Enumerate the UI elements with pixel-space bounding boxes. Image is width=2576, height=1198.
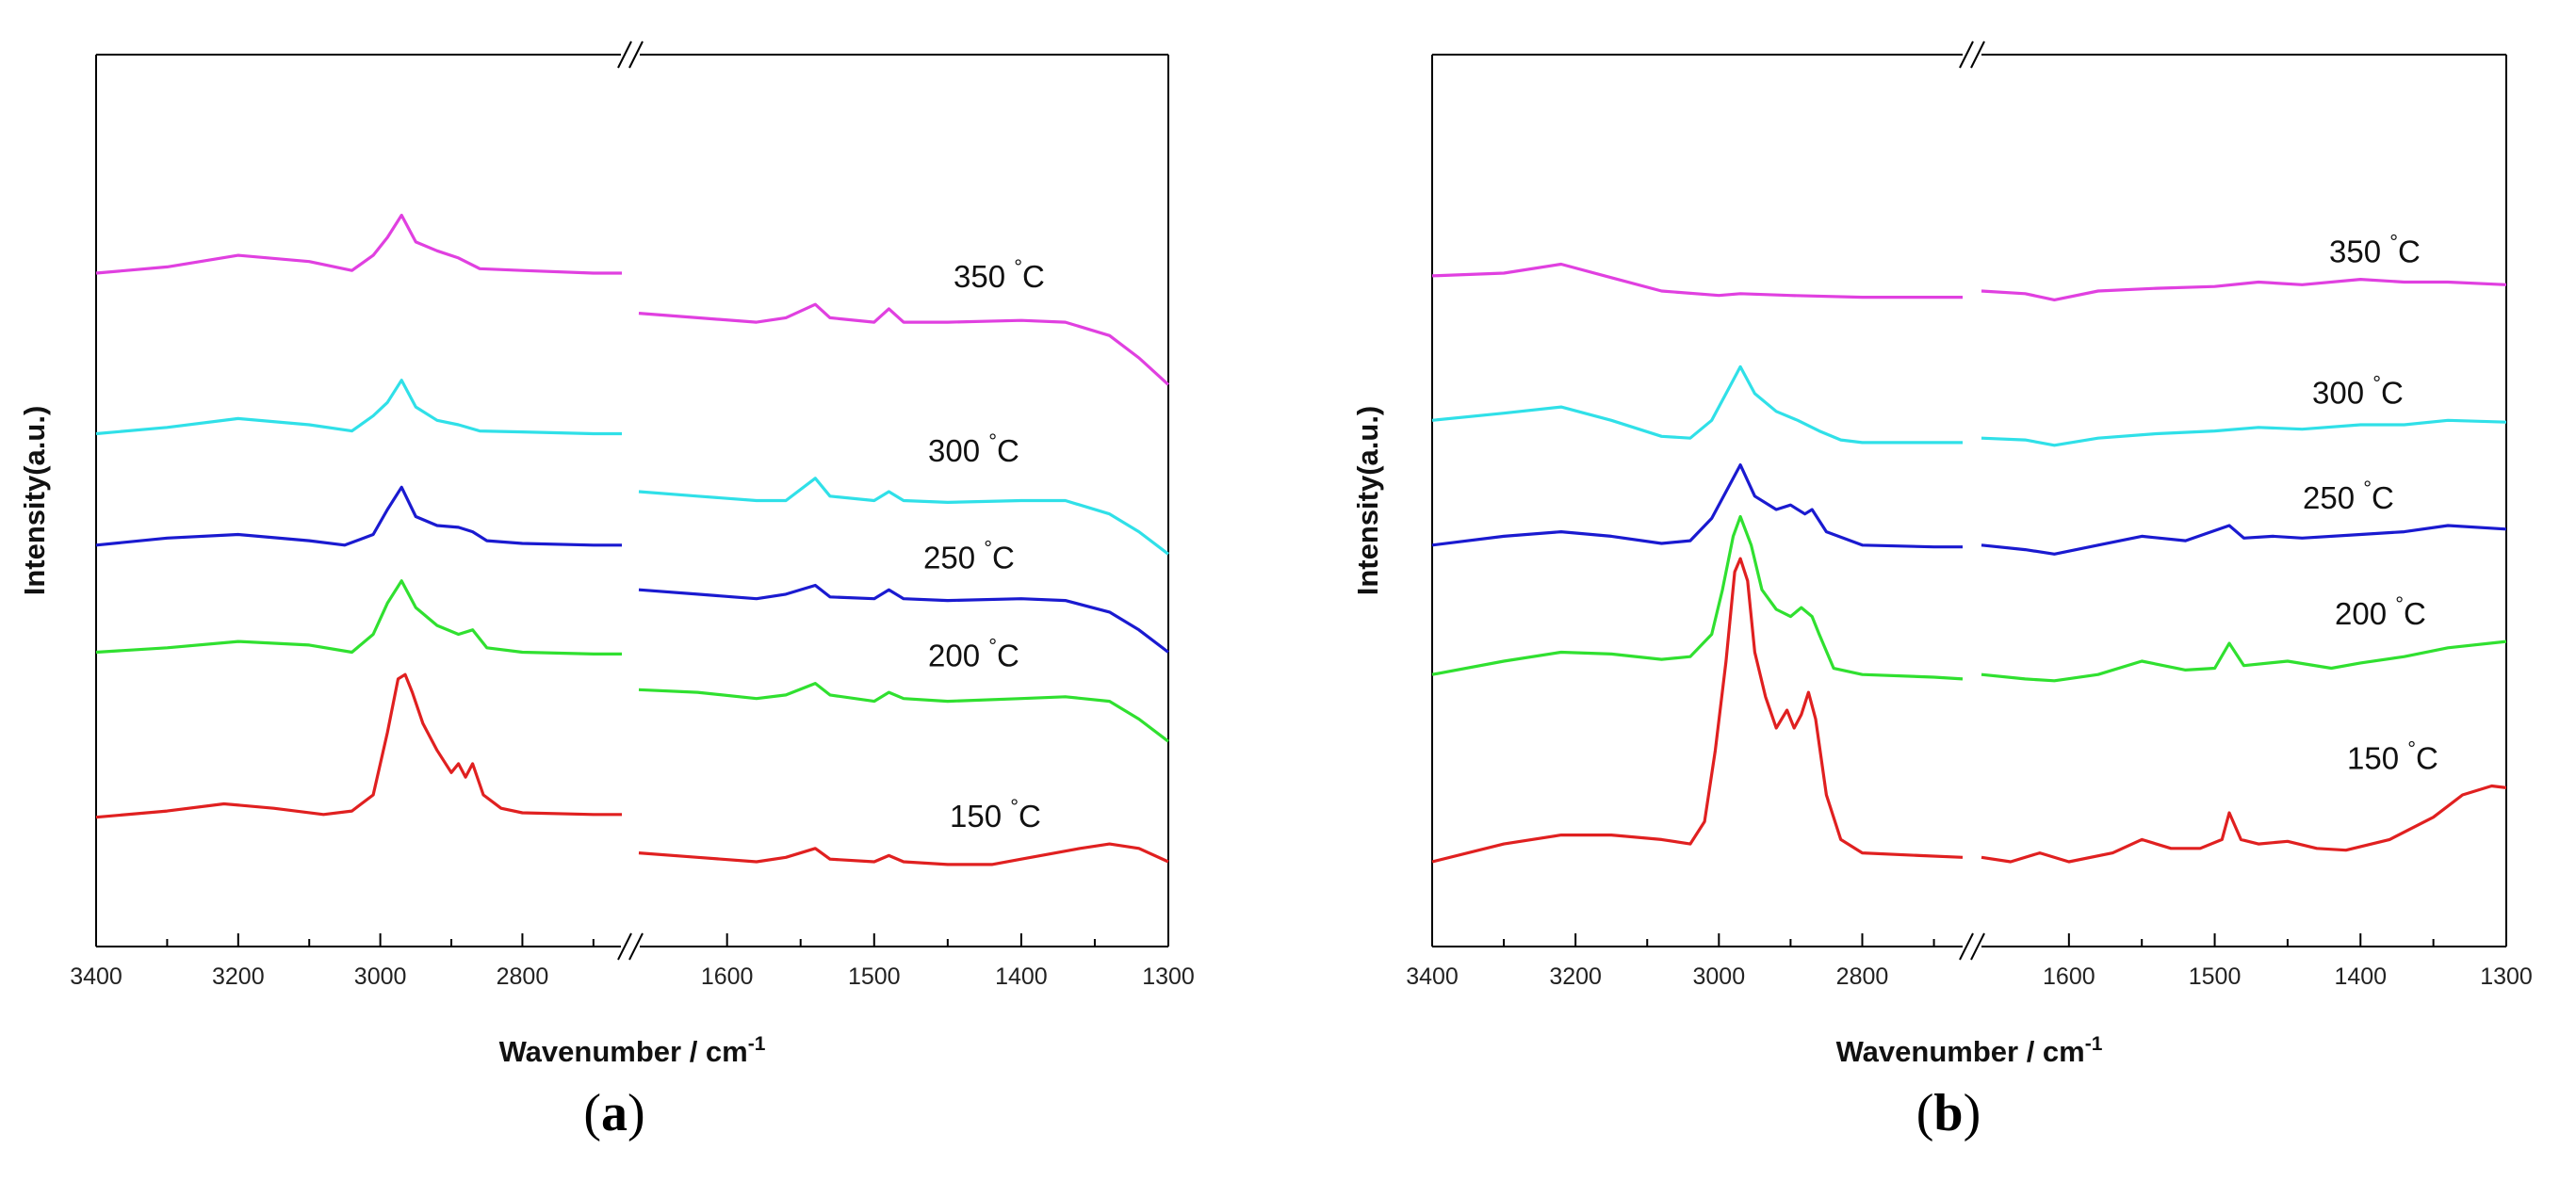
panel-caption: (b) bbox=[1916, 1084, 1981, 1142]
x-tick-label: 1300 bbox=[2480, 963, 2533, 990]
series-line-150-right bbox=[1981, 784, 2507, 864]
x-tick-label: 3200 bbox=[212, 963, 265, 990]
chart-panel-a: 3400 3200 3000 2800 1600 1500 1400 1300 350 °C 30… bbox=[18, 40, 1195, 1142]
series-line-250-right bbox=[1981, 524, 2507, 556]
series-label: 250 °C bbox=[923, 536, 1015, 575]
series-label: 350 °C bbox=[954, 255, 1045, 294]
chart-panel-b: 3400 3200 3000 2800 1600 1500 1400 1300 350 °C 30… bbox=[1351, 40, 2533, 1142]
x-tick-label: 1500 bbox=[2189, 963, 2242, 990]
axis-break-mark bbox=[1970, 40, 1985, 69]
series-line-350-right bbox=[638, 302, 1170, 386]
y-axis-title: Intensity(a.u.) bbox=[18, 406, 51, 596]
series-line-200-left bbox=[95, 579, 622, 656]
series-line-300-left bbox=[1431, 364, 1963, 445]
x-axis-title: Wavenumber / cm-1 bbox=[499, 1033, 766, 1068]
series-line-200-right bbox=[1981, 639, 2507, 683]
axis-break-mark bbox=[1959, 40, 1974, 69]
axis-break-mark bbox=[1959, 932, 1974, 961]
series-line-250-right bbox=[638, 583, 1169, 654]
axis-break-mark bbox=[617, 40, 632, 69]
series-label: 300 °C bbox=[928, 429, 1019, 468]
x-tick-label: 3200 bbox=[1549, 963, 1602, 990]
x-tick-label: 1600 bbox=[701, 963, 754, 990]
x-tick-label: 1500 bbox=[848, 963, 901, 990]
series-line-350-right bbox=[1981, 278, 2507, 301]
series-label: 150 °C bbox=[2347, 737, 2438, 776]
panel-caption: (a) bbox=[583, 1084, 644, 1142]
series-line-150-left bbox=[1431, 557, 1964, 864]
axis-break-mark bbox=[617, 932, 632, 961]
series-line-300-left bbox=[95, 379, 622, 436]
series-line-200-right bbox=[638, 682, 1169, 743]
series-label: 250 °C bbox=[2303, 477, 2394, 515]
series-line-300-right bbox=[1981, 418, 2507, 447]
x-axis-title: Wavenumber / cm-1 bbox=[1836, 1033, 2103, 1068]
axis-break-mark bbox=[628, 40, 644, 69]
series-label: 150 °C bbox=[950, 795, 1041, 834]
series-line-250-left bbox=[1431, 463, 1963, 549]
x-tick-label: 3000 bbox=[1693, 963, 1746, 990]
series-label: 350 °C bbox=[2329, 231, 2421, 269]
x-tick-label: 2800 bbox=[497, 963, 549, 990]
x-tick-label: 3000 bbox=[354, 963, 407, 990]
series-label: 200 °C bbox=[2335, 592, 2426, 631]
series-line-250-left bbox=[95, 485, 622, 547]
axis-break-mark bbox=[1970, 932, 1985, 961]
series-label: 300 °C bbox=[2312, 371, 2404, 410]
x-tick-label: 1300 bbox=[1142, 963, 1195, 990]
x-tick-label: 2800 bbox=[1836, 963, 1889, 990]
series-line-150-left bbox=[95, 672, 622, 819]
series-label: 200 °C bbox=[928, 635, 1019, 673]
series-line-350-left bbox=[1431, 262, 1963, 300]
series-line-350-left bbox=[95, 213, 622, 275]
x-tick-label: 1600 bbox=[2043, 963, 2095, 990]
x-tick-label: 3400 bbox=[70, 963, 122, 990]
y-axis-title: Intensity(a.u.) bbox=[1351, 406, 1384, 596]
series-line-300-right bbox=[638, 477, 1169, 556]
axis-break-mark bbox=[628, 932, 644, 961]
series-line-150-right bbox=[638, 842, 1169, 866]
x-tick-label: 1400 bbox=[995, 963, 1048, 990]
series-line-200-left bbox=[1431, 514, 1964, 681]
x-tick-label: 3400 bbox=[1406, 963, 1459, 990]
x-tick-label: 1400 bbox=[2334, 963, 2387, 990]
